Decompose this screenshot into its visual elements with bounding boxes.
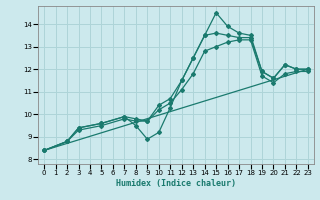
X-axis label: Humidex (Indice chaleur): Humidex (Indice chaleur)	[116, 179, 236, 188]
